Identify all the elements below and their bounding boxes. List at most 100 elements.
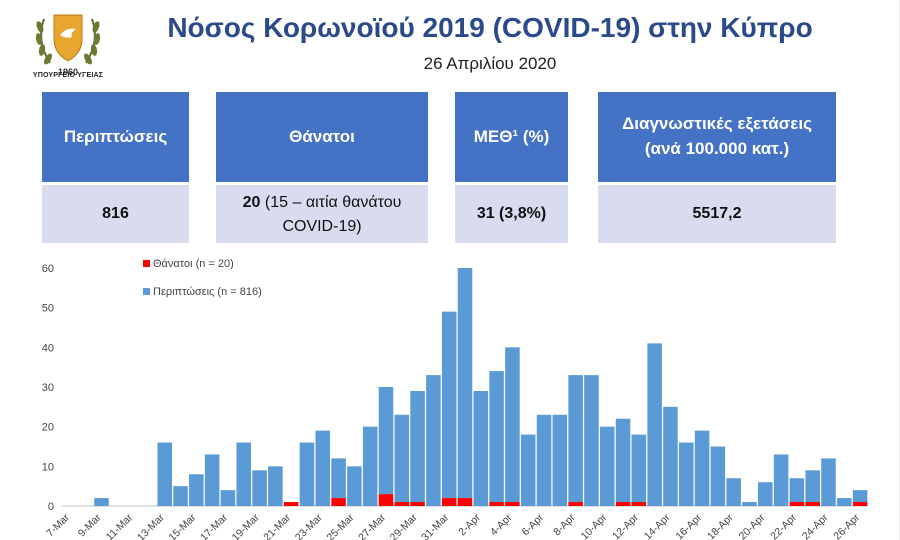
bar-cases <box>331 458 346 499</box>
legend-label: Περιπτώσεις (n = 816) <box>153 286 262 298</box>
bar-cases <box>204 454 220 506</box>
x-tick-label: 15-Mar <box>166 511 198 540</box>
bar-cases <box>347 466 362 506</box>
bar-cases <box>837 498 852 506</box>
bar-cases <box>457 268 473 499</box>
x-tick-label: 17-Mar <box>198 511 230 540</box>
y-tick-label: 20 <box>42 422 54 434</box>
bar-cases <box>568 375 583 503</box>
bar-cases <box>299 442 315 506</box>
deaths-note: (15 – αιτία θανάτου COVID-19) <box>264 194 402 235</box>
x-tick-label: 19-Mar <box>230 511 262 540</box>
logo-caption: ΥΠΟΥΡΓΕΙΟ ΥΓΕΙΑΣ <box>32 72 104 79</box>
x-tick-label: 31-Mar <box>419 511 451 540</box>
bar-cases <box>189 474 204 506</box>
x-tick-label: 25-Mar <box>324 511 356 540</box>
y-tick-label: 30 <box>42 382 54 394</box>
x-tick-label: 8-Apr <box>551 511 578 538</box>
x-tick-label: 27-Mar <box>356 511 388 540</box>
tests-card-value: 5517,2 <box>598 185 836 243</box>
bar-deaths <box>283 502 299 506</box>
bar-deaths <box>394 502 410 506</box>
cases-value: 816 <box>102 205 129 222</box>
x-tick-label: 2-Apr <box>456 511 483 538</box>
bar-deaths <box>789 502 805 506</box>
bar-cases <box>426 375 441 506</box>
bar-deaths <box>457 498 473 506</box>
bar-cases <box>789 478 805 503</box>
bar-cases <box>362 426 378 506</box>
x-tick-label: 13-Mar <box>135 511 167 540</box>
bar-cases <box>505 347 520 503</box>
bar-cases <box>394 414 410 503</box>
bar-cases <box>489 371 504 503</box>
legend-swatch <box>143 288 150 295</box>
x-tick-label: 4-Apr <box>488 511 515 538</box>
bar-cases <box>584 375 599 506</box>
bar-cases <box>805 470 820 503</box>
page-title: Νόσος Κορωνοϊού 2019 (COVID-19) στην Κύπ… <box>167 12 813 43</box>
bar-cases <box>615 418 631 503</box>
x-tick-label: 23-Mar <box>293 511 325 540</box>
bar-cases <box>599 426 615 506</box>
svg-text:1960: 1960 <box>58 67 78 77</box>
x-tick-label: 21-Mar <box>261 511 293 540</box>
x-tick-label: 26-Apr <box>831 511 862 540</box>
cases-card-value: 816 <box>42 185 189 243</box>
bar-cases <box>173 486 188 506</box>
legend-label: Θάνατοι (n = 20) <box>153 258 234 270</box>
cases-card-label: Περιπτώσεις <box>42 92 189 182</box>
bar-cases <box>821 458 836 506</box>
bar-cases <box>663 406 678 506</box>
y-tick-label: 0 <box>48 501 54 513</box>
x-tick-label: 14-Apr <box>642 511 673 540</box>
bar-deaths <box>631 502 647 506</box>
bar-deaths <box>378 494 394 506</box>
bar-cases <box>268 466 283 506</box>
bar-cases <box>694 430 710 506</box>
bar-cases <box>758 482 773 506</box>
x-tick-label: 29-Mar <box>388 511 420 540</box>
bar-cases <box>94 498 109 506</box>
bar-deaths <box>331 498 346 506</box>
tests-value: 5517,2 <box>692 205 742 222</box>
icu-card-label: ΜΕΘ¹ (%) <box>455 92 568 182</box>
bar-cases <box>252 470 267 506</box>
tests-card-label: Διαγνωστικές εξετάσεις (ανά 100.000 κατ.… <box>598 92 836 182</box>
bar-cases <box>773 454 789 506</box>
bar-cases <box>726 478 741 506</box>
bar-deaths <box>410 502 425 506</box>
bar-cases <box>315 430 331 506</box>
y-tick-label: 50 <box>42 303 54 315</box>
x-tick-label: 9-Mar <box>76 511 104 539</box>
bar-cases <box>520 434 536 506</box>
x-tick-label: 22-Apr <box>768 511 799 540</box>
bar-deaths <box>805 502 820 506</box>
bar-cases <box>473 390 489 506</box>
bar-cases <box>710 446 726 506</box>
bar-cases <box>631 434 647 503</box>
deaths-card-label: Θάνατοι <box>216 92 428 182</box>
x-tick-label: 24-Apr <box>800 511 831 540</box>
bar-cases <box>378 387 394 495</box>
bar-cases <box>220 490 236 506</box>
page-subtitle: 26 Απριλίου 2020 <box>423 54 557 73</box>
x-tick-label: 18-Apr <box>705 511 736 540</box>
legend-swatch <box>143 260 150 267</box>
y-tick-label: 60 <box>42 263 54 275</box>
bar-deaths <box>568 502 583 506</box>
x-tick-label: 6-Apr <box>519 511 546 538</box>
bar-cases <box>647 343 662 506</box>
bar-cases <box>536 414 552 506</box>
icu-card-value: 31 (3,8%) <box>455 185 568 243</box>
x-tick-label: 20-Apr <box>737 511 768 540</box>
x-tick-label: 10-Apr <box>579 511 610 540</box>
x-tick-label: 16-Apr <box>673 511 704 540</box>
deaths-value: 20 <box>242 194 261 211</box>
daily-cases-chart: 0 10 20 30 40 50 60 7-Mar 9-Mar 11-Mar 13-Mar 15-Ma… <box>42 258 868 540</box>
bar-cases <box>852 490 868 503</box>
bar-cases <box>236 442 252 506</box>
y-tick-label: 10 <box>42 461 54 473</box>
bar-cases <box>410 390 425 503</box>
x-tick-label: 11-Mar <box>104 511 136 540</box>
